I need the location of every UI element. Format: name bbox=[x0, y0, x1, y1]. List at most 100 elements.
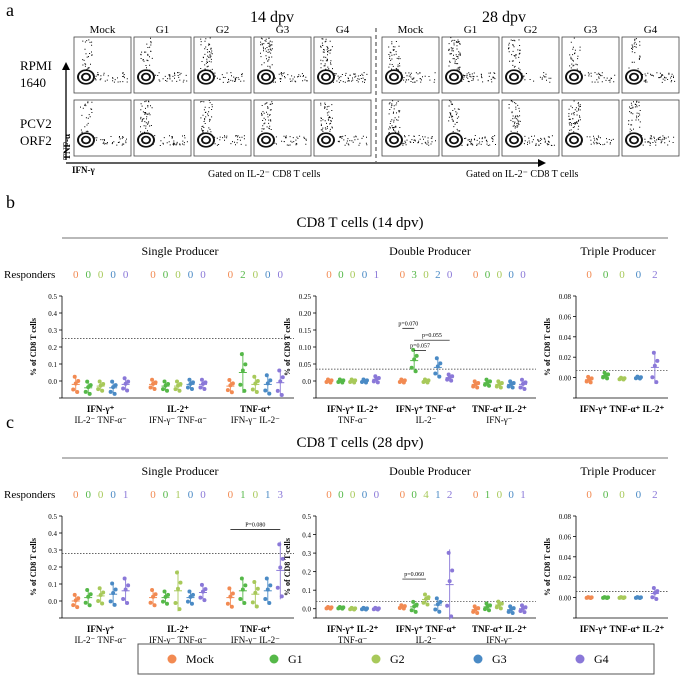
data-point bbox=[148, 600, 153, 605]
responder-count: 0 bbox=[636, 489, 642, 501]
data-point bbox=[242, 388, 247, 393]
data-point bbox=[125, 388, 130, 393]
responder-count: 0 bbox=[175, 269, 181, 281]
subplot-double-producer: Double Producer 0.0 0.1 0.2 0.3 0.4 0.5 % of CD… bbox=[283, 464, 536, 645]
data-point bbox=[203, 587, 208, 592]
responder-count: 0 bbox=[619, 269, 625, 281]
flow-plot-frame bbox=[441, 99, 500, 157]
flow-core bbox=[452, 75, 456, 79]
responder-count: 0 bbox=[485, 269, 491, 281]
responder-count: 0 bbox=[374, 489, 380, 501]
responder-count: 0 bbox=[586, 489, 592, 501]
responder-count: 0 bbox=[362, 269, 368, 281]
data-point bbox=[587, 595, 592, 600]
y-tick-label: 0.4 bbox=[48, 310, 57, 318]
data-point bbox=[240, 368, 245, 373]
data-point bbox=[435, 602, 440, 607]
flow-column-label: G4 bbox=[644, 24, 658, 36]
responders-label: Responders bbox=[4, 489, 55, 501]
data-point bbox=[175, 570, 179, 575]
data-point bbox=[76, 379, 81, 383]
responder-count: 2 bbox=[652, 489, 658, 501]
data-point bbox=[229, 604, 234, 609]
responder-count: 1 bbox=[485, 489, 491, 501]
responder-count: 3 bbox=[278, 489, 284, 501]
y-tick-label: 0.4 bbox=[48, 530, 57, 538]
row-label-rpmi-line2: 1640 bbox=[20, 75, 46, 90]
data-point bbox=[498, 385, 503, 390]
row-label-pcv2-line1: PCV2 bbox=[20, 116, 52, 131]
data-point bbox=[449, 614, 454, 619]
category-label: TNF-α⁺ bbox=[240, 624, 271, 634]
responder-count: 1 bbox=[265, 489, 271, 501]
data-point bbox=[413, 369, 418, 374]
data-point bbox=[424, 378, 428, 383]
flow-column-label: G3 bbox=[276, 24, 290, 36]
data-point bbox=[71, 387, 76, 392]
y-tick-label: 0.02 bbox=[559, 354, 572, 362]
data-point bbox=[268, 378, 273, 383]
flow-events bbox=[320, 102, 368, 146]
responder-count: 0 bbox=[253, 269, 259, 281]
data-point bbox=[438, 361, 443, 366]
category-sublabel: IL-2⁻ bbox=[416, 415, 437, 425]
category-label: IFN-γ⁺ IL-2⁺ bbox=[327, 404, 379, 414]
flow-plot-frame bbox=[193, 36, 252, 94]
data-point bbox=[278, 379, 283, 384]
data-point bbox=[434, 356, 439, 361]
responders-label: Responders bbox=[4, 269, 55, 281]
data-point bbox=[654, 380, 659, 385]
data-point bbox=[176, 586, 180, 591]
data-point bbox=[110, 581, 115, 586]
y-tick-label: 0.1 bbox=[48, 361, 57, 369]
data-point bbox=[151, 381, 156, 386]
flow-events bbox=[448, 100, 496, 146]
category-label: IFN-γ⁺ TNF-α⁺ IL-2⁺ bbox=[580, 404, 665, 414]
data-point bbox=[126, 583, 131, 588]
responder-count: 4 bbox=[423, 489, 429, 501]
subplot-header: Triple Producer bbox=[580, 244, 655, 258]
responder-count: 1 bbox=[435, 489, 441, 501]
gating-label-28dpv: Gated on IL-2⁻ CD8 T cells bbox=[466, 169, 578, 180]
data-point bbox=[485, 380, 490, 385]
subplot-header: Single Producer bbox=[142, 244, 219, 258]
legend-label-g4: G4 bbox=[594, 652, 609, 666]
flow-column-label: G1 bbox=[464, 24, 477, 36]
y-axis-label: % of CD8 T cells bbox=[283, 318, 292, 376]
data-point bbox=[473, 607, 478, 612]
y-tick-label: 0.1 bbox=[48, 581, 57, 589]
data-point bbox=[162, 379, 167, 384]
category-label: IFN-γ⁺ bbox=[87, 624, 115, 634]
flow-plot-frame bbox=[193, 99, 252, 157]
category-label: IFN-γ⁺ TNF-α⁺ bbox=[396, 624, 457, 634]
responder-count: 0 bbox=[278, 269, 284, 281]
data-point bbox=[497, 602, 502, 607]
responder-count: 0 bbox=[508, 269, 514, 281]
y-tick-label: 0.3 bbox=[302, 550, 311, 558]
data-point bbox=[108, 389, 113, 394]
data-point bbox=[161, 599, 166, 604]
p-value: p=0.070 bbox=[398, 321, 418, 327]
y-tick-label: 0.5 bbox=[48, 293, 57, 301]
responder-count: 0 bbox=[150, 489, 156, 501]
data-point bbox=[239, 576, 244, 581]
responder-count: 0 bbox=[619, 489, 625, 501]
data-point bbox=[111, 385, 116, 390]
data-point bbox=[447, 579, 452, 584]
data-point bbox=[73, 381, 78, 386]
data-point bbox=[187, 377, 192, 382]
responder-count: 1 bbox=[175, 489, 181, 501]
p-value: P=0.080 bbox=[245, 523, 265, 529]
data-point bbox=[374, 606, 379, 611]
data-point bbox=[522, 610, 527, 615]
data-point bbox=[243, 362, 248, 367]
data-point bbox=[362, 378, 367, 383]
flow-plot-frame bbox=[561, 99, 620, 157]
data-point bbox=[620, 595, 624, 600]
data-point bbox=[433, 607, 438, 612]
data-point bbox=[437, 374, 442, 379]
y-tick-label: 0.05 bbox=[299, 361, 312, 369]
flow-plot-frame bbox=[381, 36, 440, 94]
data-point bbox=[238, 596, 243, 601]
